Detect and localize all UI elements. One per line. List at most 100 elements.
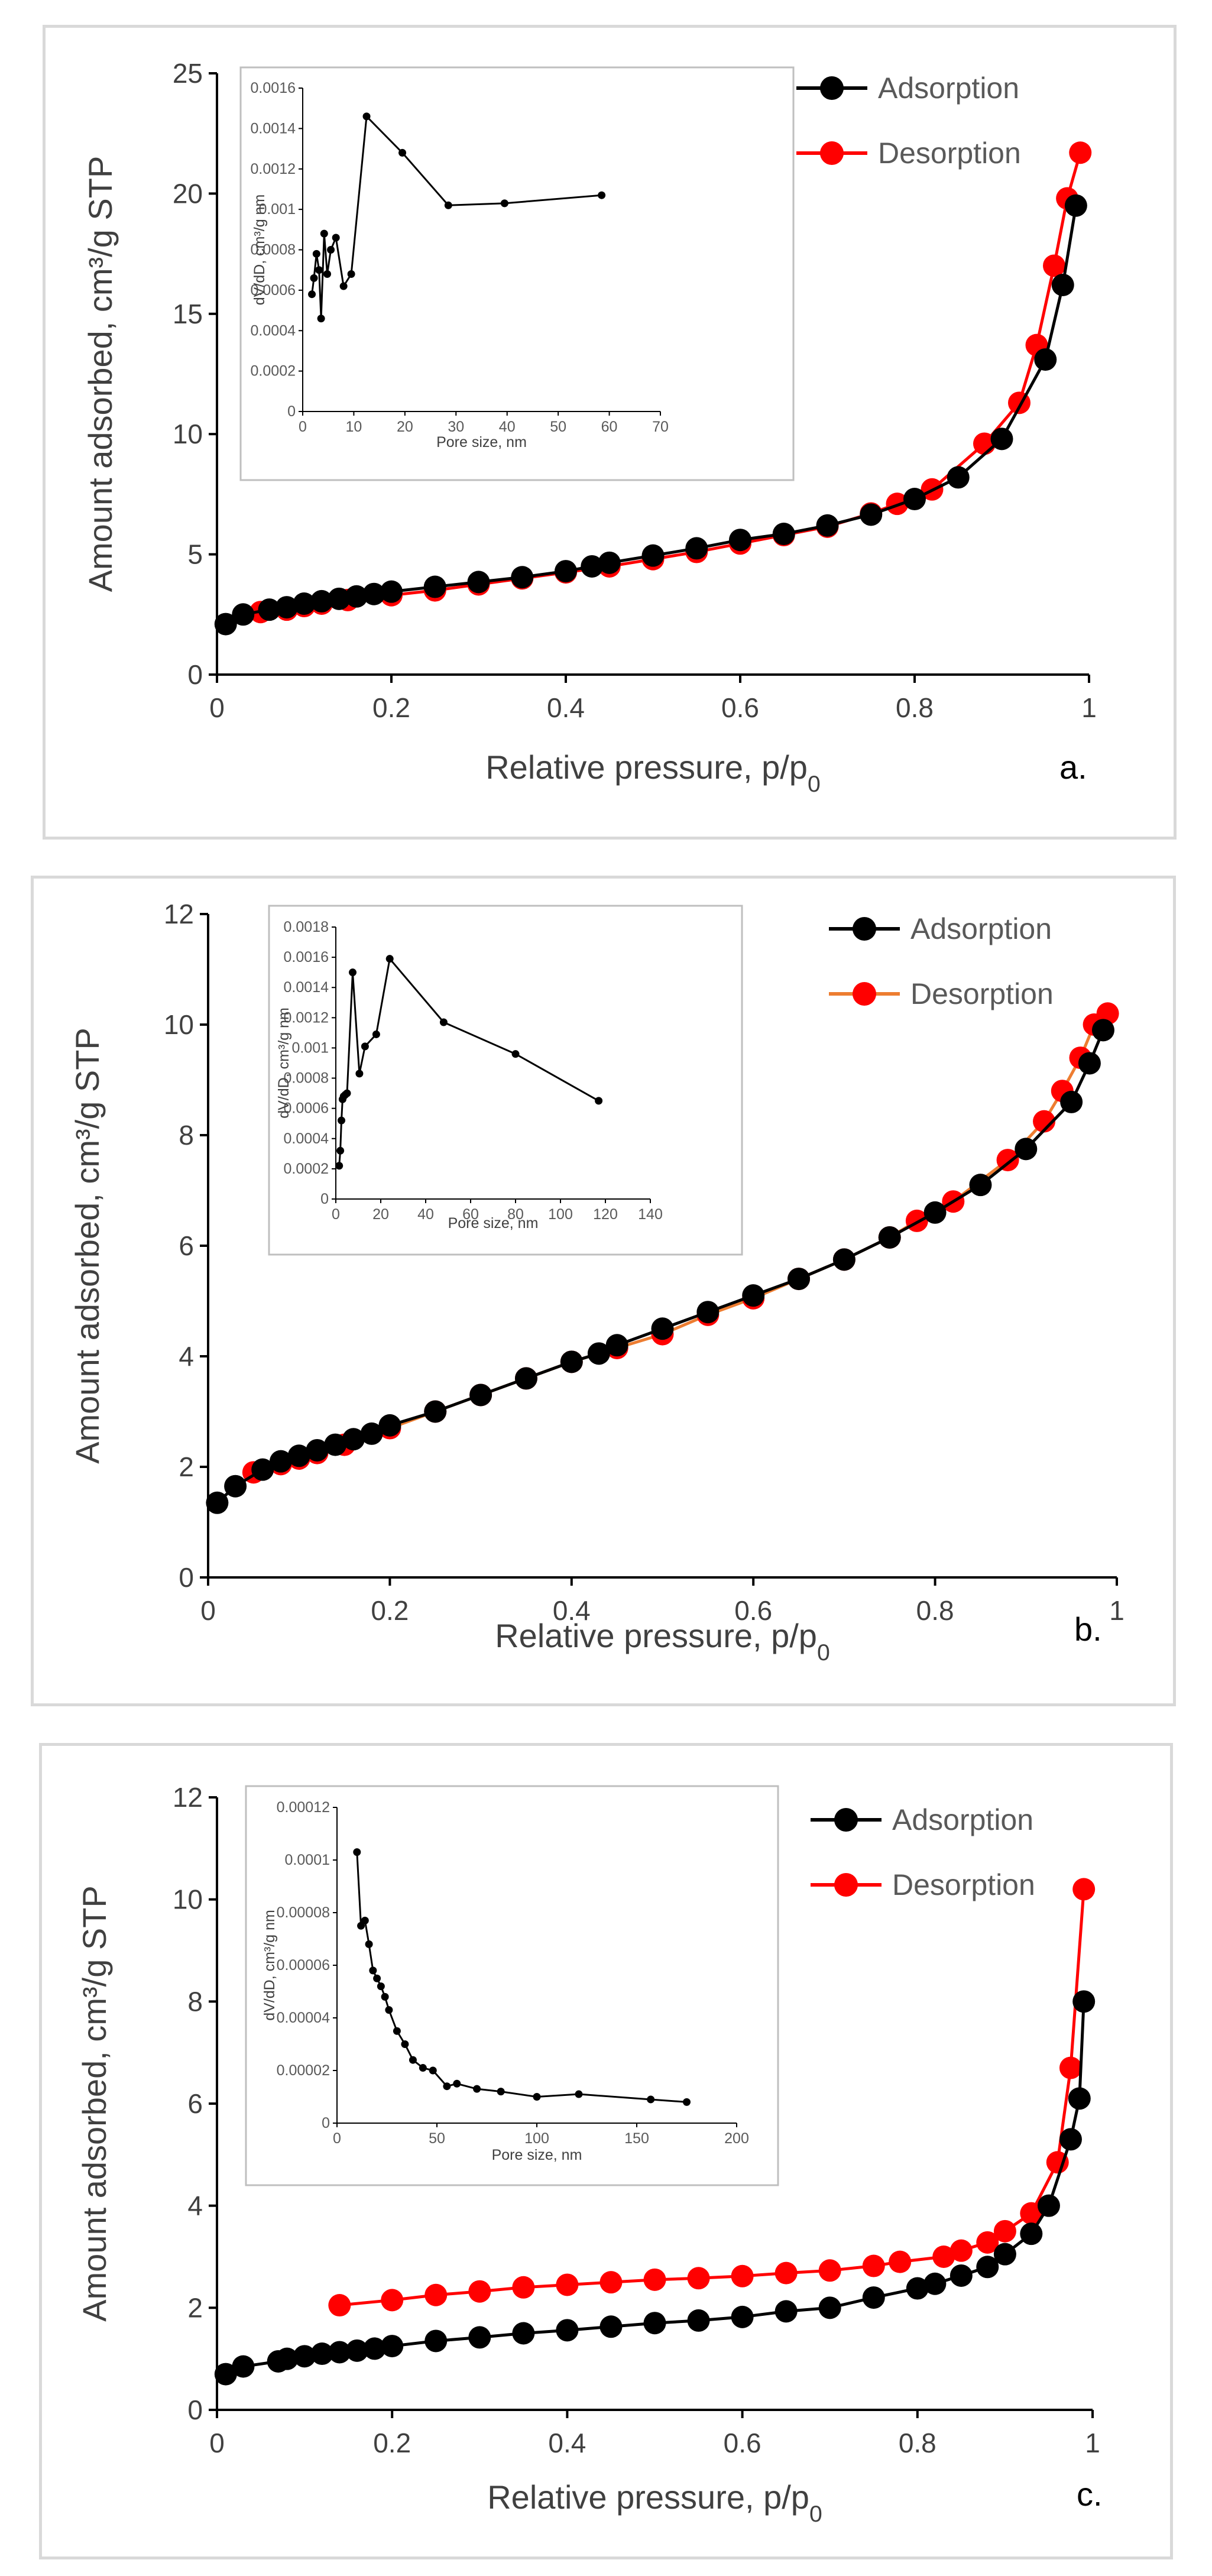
inset-data-point bbox=[349, 968, 357, 977]
inset-data-point bbox=[575, 2090, 583, 2098]
data-point bbox=[1020, 2202, 1043, 2225]
data-point bbox=[1043, 254, 1065, 277]
data-point bbox=[687, 2267, 710, 2290]
inset-x-tick-label: 0 bbox=[332, 1206, 340, 1223]
data-point bbox=[1068, 2087, 1091, 2110]
data-point bbox=[742, 1284, 765, 1307]
data-point bbox=[293, 2345, 316, 2368]
inset-x-title: Pore size, nm bbox=[448, 1215, 539, 1232]
y-tick-label: 5 bbox=[187, 539, 203, 570]
data-point bbox=[598, 551, 621, 574]
data-point bbox=[1034, 348, 1057, 371]
data-point bbox=[232, 603, 255, 626]
data-point bbox=[345, 585, 368, 608]
data-point bbox=[1020, 2222, 1043, 2246]
y-axis-title: Amount adsorbed, cm³/g STP bbox=[82, 156, 119, 592]
data-point bbox=[969, 1174, 992, 1197]
inset-data-point bbox=[336, 1146, 345, 1155]
inset-data-point bbox=[357, 1922, 365, 1930]
inset-x-tick-label: 0 bbox=[299, 419, 307, 435]
data-point bbox=[990, 427, 1013, 451]
inset-x-tick-label: 20 bbox=[397, 419, 413, 435]
data-point bbox=[862, 2254, 885, 2277]
data-point bbox=[949, 2264, 973, 2287]
inset-data-point bbox=[372, 1030, 380, 1038]
inset-y-tick-label: 0.001 bbox=[291, 1039, 329, 1056]
inset-x-tick-label: 150 bbox=[624, 2130, 649, 2147]
inset-y-tick-label: 0.00008 bbox=[277, 1904, 330, 1921]
inset-y-tick-label: 0.0006 bbox=[251, 282, 296, 299]
chart-panel-c: 0 2 4 6 8 10 12 0 0.2 0.4 0.6 0.8 1 Relative pressure… bbox=[39, 1743, 1173, 2559]
inset-data-point bbox=[398, 148, 407, 157]
legend-marker bbox=[820, 141, 844, 165]
legend-marker bbox=[853, 917, 876, 941]
y-tick-label: 25 bbox=[173, 58, 203, 89]
x-tick-label: 0.6 bbox=[724, 2428, 761, 2458]
data-point bbox=[469, 1383, 492, 1407]
x-tick-label: 0.8 bbox=[916, 1595, 954, 1626]
x-axis-title: Relative pressure, p/p0 bbox=[487, 2478, 822, 2527]
legend-label: Desorption bbox=[892, 1868, 1035, 1901]
inset-data-point bbox=[385, 2006, 393, 2014]
inset-y-title: dV/dD, cm³/g nm bbox=[276, 1007, 292, 1119]
inset-y-tick-label: 0.0001 bbox=[285, 1852, 330, 1868]
data-point bbox=[269, 1450, 292, 1473]
data-point bbox=[424, 2283, 448, 2306]
x-tick-label: 0.2 bbox=[372, 692, 410, 723]
data-point bbox=[1064, 194, 1087, 217]
data-point bbox=[651, 1317, 674, 1340]
data-point bbox=[1060, 1090, 1083, 1113]
inset-x-tick-label: 50 bbox=[429, 2130, 445, 2147]
inset-y-tick-label: 0.001 bbox=[258, 201, 296, 218]
data-point bbox=[276, 2347, 299, 2370]
data-point bbox=[324, 1433, 347, 1456]
inset-frame bbox=[245, 1785, 779, 2186]
data-point bbox=[599, 2271, 623, 2294]
data-point bbox=[258, 598, 281, 621]
data-point bbox=[467, 571, 490, 594]
data-point bbox=[643, 2312, 666, 2335]
x-tick-label: 0.2 bbox=[373, 2428, 411, 2458]
data-point bbox=[328, 2294, 351, 2317]
legend-label: Adsorption bbox=[910, 912, 1052, 945]
data-point bbox=[906, 2277, 929, 2300]
inset-data-point bbox=[361, 1916, 369, 1924]
x-tick-label: 0 bbox=[200, 1595, 216, 1626]
inset-data-point bbox=[365, 1940, 373, 1948]
x-tick-label: 0.6 bbox=[734, 1595, 772, 1626]
data-point bbox=[224, 1475, 247, 1498]
x-tick-label: 0.8 bbox=[899, 2428, 936, 2458]
inset-data-point bbox=[443, 2082, 451, 2091]
inset-y-title: dV/dD, cm³/g nm bbox=[251, 195, 268, 306]
inset-data-point bbox=[373, 1974, 381, 1982]
inset-data-point bbox=[332, 234, 340, 242]
panel-label: c. bbox=[1077, 2475, 1103, 2513]
inset-x-tick-label: 30 bbox=[448, 419, 464, 435]
legend-marker bbox=[820, 76, 844, 100]
data-point bbox=[788, 1268, 811, 1291]
data-point bbox=[468, 2280, 491, 2303]
y-tick-label: 6 bbox=[187, 2088, 203, 2119]
legend-label: Adsorption bbox=[892, 1803, 1033, 1836]
inset-x-tick-label: 40 bbox=[499, 419, 516, 435]
data-point bbox=[306, 1438, 329, 1462]
data-point bbox=[214, 613, 237, 636]
data-point bbox=[363, 2337, 386, 2360]
data-point bbox=[276, 596, 298, 619]
y-tick-label: 0 bbox=[187, 659, 203, 690]
data-point bbox=[731, 2305, 754, 2328]
x-tick-label: 1 bbox=[1109, 1595, 1124, 1626]
data-point bbox=[818, 2296, 841, 2319]
legend-marker bbox=[834, 1808, 858, 1832]
y-tick-label: 12 bbox=[173, 1782, 203, 1813]
legend-marker bbox=[834, 1873, 858, 1897]
data-point bbox=[772, 523, 795, 546]
y-tick-label: 0 bbox=[187, 2394, 203, 2425]
inset-y-tick-label: 0.0006 bbox=[284, 1100, 329, 1117]
data-point bbox=[862, 2286, 885, 2309]
data-point bbox=[362, 582, 385, 605]
data-point bbox=[878, 1226, 901, 1249]
inset-data-point bbox=[393, 2027, 401, 2035]
data-point bbox=[1069, 141, 1092, 164]
